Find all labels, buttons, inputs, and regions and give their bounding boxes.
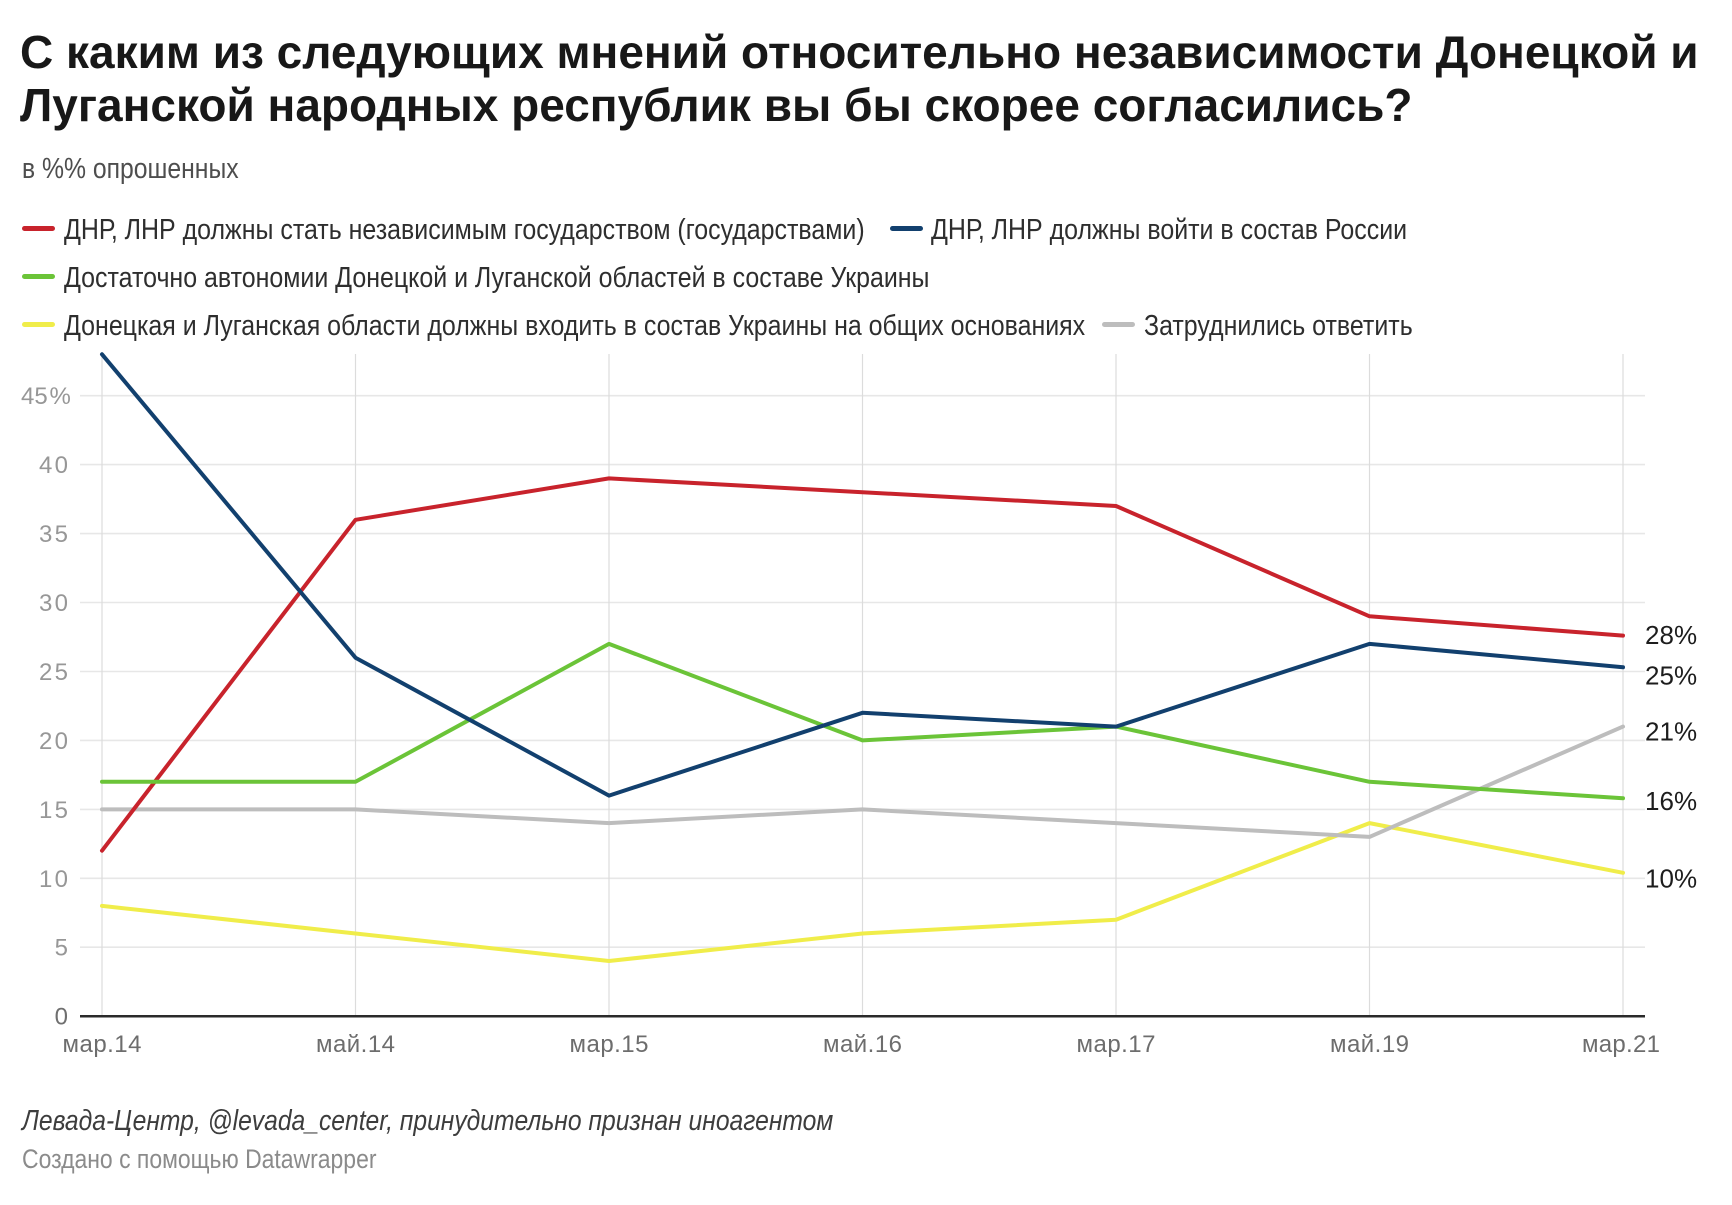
svg-text:10: 10 (1645, 863, 1674, 893)
svg-text:45: 45 (21, 383, 48, 410)
svg-text:май.16: май.16 (823, 1031, 902, 1058)
svg-text:16: 16 (1645, 786, 1674, 816)
svg-text:0: 0 (55, 1004, 68, 1031)
svg-text:35: 35 (39, 521, 68, 548)
svg-text:мар.21: мар.21 (1582, 1031, 1660, 1058)
svg-text:25: 25 (1645, 660, 1674, 690)
svg-text:%: % (1674, 863, 1697, 893)
svg-text:20: 20 (39, 728, 68, 755)
svg-text:5: 5 (55, 935, 68, 962)
svg-text:%: % (50, 383, 71, 410)
svg-text:%: % (1674, 716, 1697, 746)
svg-text:%: % (1674, 620, 1697, 650)
svg-text:май.19: май.19 (1330, 1031, 1409, 1058)
svg-text:%: % (1674, 786, 1697, 816)
svg-text:мар.14: мар.14 (63, 1031, 142, 1058)
svg-text:мар.17: мар.17 (1077, 1031, 1156, 1058)
svg-text:21: 21 (1645, 716, 1674, 746)
svg-text:мар.15: мар.15 (570, 1031, 649, 1058)
svg-text:май.14: май.14 (316, 1031, 395, 1058)
svg-text:30: 30 (39, 590, 68, 617)
svg-text:28: 28 (1645, 620, 1674, 650)
svg-text:40: 40 (39, 452, 68, 479)
svg-text:10: 10 (39, 866, 68, 893)
svg-text:15: 15 (39, 797, 68, 824)
svg-text:25: 25 (39, 659, 68, 686)
svg-text:%: % (1674, 660, 1697, 690)
